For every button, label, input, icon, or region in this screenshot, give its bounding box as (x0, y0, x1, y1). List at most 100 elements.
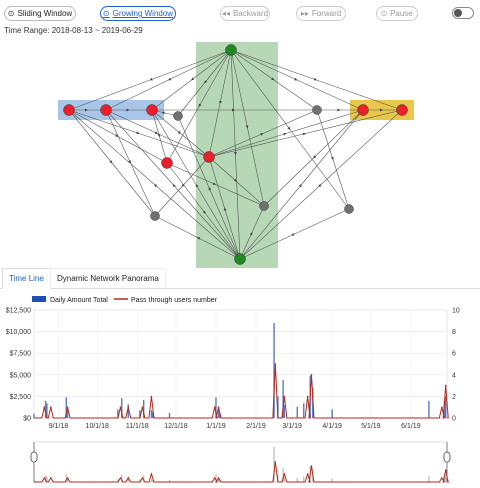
navigator-bar (217, 478, 220, 482)
graph-edge (166, 49, 232, 164)
navigator-bar (273, 446, 275, 482)
amount-bar (143, 399, 145, 418)
x-tick-label: 6/1/19 (401, 423, 421, 430)
amount-bar (296, 406, 298, 418)
users-point (441, 406, 443, 408)
users-point (306, 395, 309, 398)
amount-bar (150, 410, 153, 418)
plot-frame (33, 309, 448, 419)
amount-bar (117, 409, 119, 418)
legend-label-line: Pass through users number (131, 297, 218, 304)
amount-bar (277, 396, 279, 418)
amount-bar (33, 413, 35, 418)
range-navigator[interactable] (30, 441, 451, 483)
graph-edge (105, 109, 156, 217)
toggle-knob (454, 9, 462, 17)
graph-edge (208, 49, 232, 158)
graph-edge (230, 49, 403, 111)
gray-node[interactable] (312, 105, 322, 115)
tab-network-panorama[interactable]: Dynamic Network Panorama (50, 268, 166, 288)
gray-node[interactable] (259, 201, 269, 211)
users-point (441, 477, 443, 479)
timeline-chart: Daily Amount Total Pass through users nu… (6, 296, 460, 483)
y-right-tick-label: 10 (452, 308, 460, 315)
users-point (141, 406, 144, 408)
graph-nodes (63, 44, 408, 265)
red-node[interactable] (146, 104, 158, 116)
backward-icon: ◂◂ (221, 9, 230, 18)
sliding-window-label: Sliding Window (17, 9, 73, 18)
legend-swatch-bar (32, 296, 46, 302)
green-node[interactable] (234, 253, 246, 265)
navigator-bar (331, 478, 333, 482)
x-tick-label: 10/1/18 (86, 423, 109, 430)
x-tick-label: 4/1/19 (322, 423, 342, 430)
mode-toggle[interactable] (452, 7, 474, 19)
growing-window-label: Growing Window (112, 9, 174, 18)
red-node[interactable] (100, 104, 112, 116)
graph-edge (230, 49, 241, 260)
tab-timeline[interactable]: Time Line (2, 268, 51, 289)
graph-edge (151, 49, 232, 111)
red-node[interactable] (357, 104, 369, 116)
red-node[interactable] (203, 151, 215, 163)
red-node[interactable] (161, 157, 173, 169)
navigator-bar (152, 479, 154, 482)
amount-bar (127, 404, 129, 418)
pause-label: Pause (390, 9, 413, 18)
gray-node[interactable] (344, 204, 354, 214)
navigator-bar (219, 480, 221, 482)
line-series (34, 363, 449, 419)
navigator-bar (168, 480, 171, 482)
amount-bar (215, 397, 217, 418)
users-point (310, 465, 313, 467)
users-line (34, 363, 449, 419)
users-point (49, 477, 52, 479)
x-tick-label: 9/1/18 (49, 423, 69, 430)
growing-window-button[interactable]: ⊙ Growing Window (100, 6, 176, 21)
gray-node[interactable] (173, 111, 183, 121)
y-left-tick-label: $10,000 (6, 329, 31, 336)
graph-edge (68, 109, 241, 260)
users-point (444, 469, 447, 471)
gray-node[interactable] (150, 211, 160, 221)
navigator-bar (65, 474, 67, 482)
bar-series (33, 322, 447, 418)
users-point (119, 406, 122, 408)
y-left-tick-label: $0 (23, 416, 31, 423)
amount-bar (303, 403, 305, 418)
sliding-window-button[interactable]: ⊙ Sliding Window (4, 6, 76, 21)
navigator-bar (296, 477, 298, 482)
users-point (66, 406, 69, 408)
navigator-bar (443, 475, 446, 482)
red-node[interactable] (63, 104, 75, 116)
red-node[interactable] (396, 104, 408, 116)
tab-bar: Time Line Dynamic Network Panorama (0, 266, 480, 289)
amount-bar (168, 412, 171, 418)
users-point (119, 477, 122, 479)
pause-button[interactable]: ⦶ Pause (376, 6, 418, 21)
chart-grid (33, 309, 448, 419)
navigator-bar (445, 474, 447, 482)
amount-bar (66, 409, 69, 418)
graph-edge (208, 156, 241, 260)
y-left-tick-label: $7,500 (10, 351, 32, 358)
users-point (217, 406, 220, 408)
time-range: Time Range: 2018-08-13 ~ 2019-06-29 (4, 26, 143, 35)
amount-bar (219, 413, 221, 418)
users-point (217, 477, 220, 479)
graph-edge (68, 109, 210, 158)
x-tick-label: 5/1/19 (361, 423, 381, 430)
chart-legend: Daily Amount Total Pass through users nu… (32, 296, 218, 304)
green-node[interactable] (225, 44, 237, 56)
navigator-handle-right[interactable] (443, 451, 451, 463)
graph-edge (208, 109, 403, 158)
amount-bar (152, 411, 154, 418)
forward-button[interactable]: ▸▸ Forward (296, 6, 346, 21)
graph-edge (154, 156, 210, 217)
navigator-handle-left[interactable] (30, 451, 38, 463)
graph-edge (230, 49, 350, 210)
backward-button[interactable]: ◂◂ Backward (220, 6, 270, 21)
graph-edge (239, 205, 265, 260)
users-point (274, 363, 277, 365)
